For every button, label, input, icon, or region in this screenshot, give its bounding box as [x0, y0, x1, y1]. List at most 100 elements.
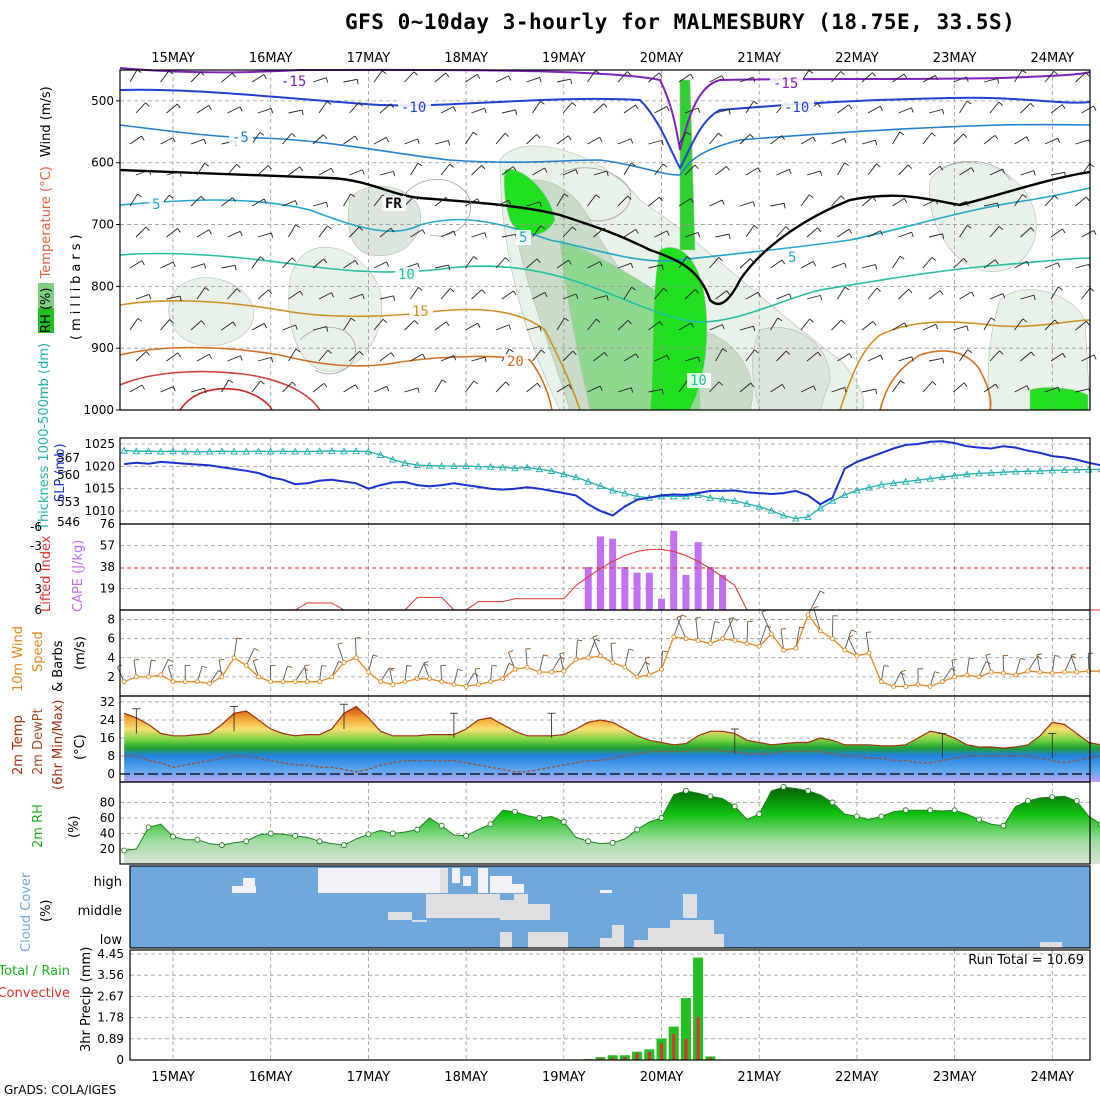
wind-barb-flag [812, 261, 816, 267]
wind-barb [892, 131, 901, 145]
thickness-marker [401, 459, 409, 466]
wind-barb-flag [995, 383, 999, 389]
wind-barb-10m [942, 667, 952, 682]
wind-barb-flag [179, 171, 182, 177]
temperature-contour [119, 370, 321, 411]
temp-axis: 32 24 16 8 0 [100, 695, 115, 781]
wind-marker [353, 655, 359, 661]
wind-barb-flag [453, 106, 457, 112]
wind-barb [318, 349, 329, 362]
thickness-marker [266, 447, 275, 455]
wind-barb-flag [627, 319, 632, 325]
precip-tick: 2.67 [97, 989, 124, 1003]
wind-barb [227, 355, 241, 362]
wind-barb-flag [133, 659, 140, 661]
wind-marker [707, 640, 713, 646]
wind-barb [556, 384, 570, 393]
wind-barb [1014, 385, 1028, 393]
wind-marker [378, 679, 384, 685]
thickness-marker [621, 489, 629, 497]
rh-marker [780, 784, 787, 790]
wind-barb [160, 261, 174, 269]
thickness-line [124, 449, 1100, 520]
wind-barb [227, 288, 238, 300]
wind-barb [562, 293, 577, 300]
wind-barb-flag [714, 621, 720, 624]
wind-barb-flag [1057, 138, 1061, 144]
wind-barb-flag [932, 381, 937, 386]
wind-barb [587, 194, 597, 207]
wind-barb-10m [807, 590, 821, 615]
wind-barb [1050, 286, 1059, 300]
thickness-marker [682, 492, 690, 500]
wind-barb [282, 324, 296, 331]
wind-barb-flag [536, 134, 541, 139]
wind-marker [1025, 668, 1031, 674]
wind-barb-flag [484, 108, 487, 114]
wind-barb [739, 258, 751, 269]
wind-barb-10m [559, 653, 565, 672]
wind-barb-flag [423, 661, 429, 664]
wind-barb-10m [978, 661, 987, 678]
wind-marker [219, 674, 225, 680]
wind-barb-flag [287, 665, 293, 668]
wind-barb [593, 295, 608, 300]
wind-barb-flag [508, 200, 512, 206]
wind-barb-flag [911, 232, 914, 238]
wind-barb [349, 102, 360, 114]
wind-barb [221, 379, 230, 393]
wind-barb [739, 133, 751, 145]
thickness-marker [474, 462, 483, 470]
wind-barb-flag [997, 203, 1000, 209]
wind-barb [532, 292, 546, 300]
wind-barb [312, 201, 327, 207]
wind-barb [831, 387, 845, 393]
wind-barb-10m [847, 637, 858, 657]
wind-barb-flag [1057, 286, 1063, 291]
wind-barb-flag [418, 287, 423, 291]
wind-barb-10m [880, 665, 885, 682]
wind-barb-flag [627, 71, 632, 76]
thickness-marker [144, 447, 153, 455]
wind-marker [573, 657, 579, 663]
cape-bar [633, 572, 641, 610]
wind-marker [256, 674, 261, 680]
wind-barb-flag [686, 131, 691, 136]
wind-barb-flag [757, 167, 761, 173]
wind-barb-flag [753, 326, 756, 332]
wind-marker [341, 660, 347, 666]
wind-marker [927, 683, 933, 689]
li-tick: -3 [30, 539, 42, 553]
contour-label: FR [385, 196, 402, 212]
wind-barb [623, 287, 633, 300]
wind-barb [343, 193, 352, 207]
rh-marker [682, 787, 689, 794]
rh-marker [658, 815, 665, 821]
wind-barb-flag [694, 289, 699, 294]
wind-barb [715, 109, 730, 114]
wind-marker [170, 679, 176, 685]
wind-barb-flag [659, 321, 663, 326]
wind-marker [622, 664, 628, 670]
wind-barb-flag [508, 348, 514, 353]
temp-label: Temperature (°C) [39, 166, 54, 279]
wind-marker [646, 672, 652, 678]
wind-barb [373, 194, 383, 207]
wind-barb-flag [473, 256, 478, 260]
wind-marker [805, 612, 811, 618]
thickness-marker [291, 447, 299, 455]
wind-barb-flag [563, 193, 569, 197]
wind-barb-flag [491, 665, 497, 667]
wind-marker [121, 679, 127, 685]
wind-barb [831, 71, 842, 83]
wind-marker [817, 628, 823, 634]
wind-barb [282, 257, 293, 269]
wind-barb-flag [208, 354, 212, 359]
wind-marker [585, 655, 591, 661]
temperature-contour [119, 123, 1091, 176]
wind-barb [617, 138, 632, 145]
wind-barb-10m [966, 657, 970, 676]
wind-barb-flag [203, 263, 207, 269]
wind-barb-flag [1054, 195, 1059, 200]
wind-barb-flag [568, 259, 572, 265]
